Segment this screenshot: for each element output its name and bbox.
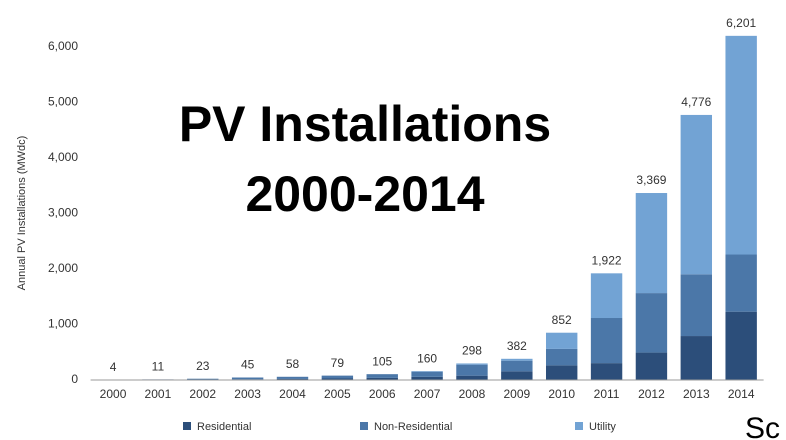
x-tick-label: 2011 [594,387,620,401]
bar-segment [501,360,533,372]
x-tick-label: 2009 [503,387,530,401]
bar-segment [635,352,668,380]
bar-segment [456,364,488,376]
x-tick-label: 2000 [100,387,127,401]
legend-label: Non-Residential [374,421,452,433]
footnote: Sc [745,412,780,440]
total-label: 160 [417,351,437,365]
bar-segment [725,35,757,255]
overlay-title: PV Installations [179,96,551,152]
total-label: 4 [110,360,117,374]
legend-swatch [575,422,583,430]
x-tick-label: 2004 [279,387,306,401]
total-label: 1,922 [592,254,622,268]
total-label: 852 [552,313,572,327]
bar-segment [680,336,713,380]
bar-segment [680,114,713,275]
bar-segment [231,377,264,380]
x-tick-label: 2008 [459,387,486,401]
bar-segment [411,371,443,377]
bar-segment [366,377,398,380]
legend-swatch [360,422,368,430]
legend-swatch [183,422,191,430]
bar-segment [590,318,623,364]
total-label: 4,776 [681,95,711,109]
y-tick-label: 5,000 [48,95,78,109]
bar-segment [545,332,578,349]
overlay-title: 2000-2014 [245,166,484,222]
x-tick-label: 2014 [728,387,755,401]
bar-segment [725,254,757,312]
bar-segment [187,378,219,380]
bar-segment [590,273,623,319]
x-tick-label: 2013 [683,387,710,401]
x-tick-label: 2001 [145,387,172,401]
x-tick-label: 2002 [189,387,216,401]
legend-label: Utility [589,421,616,433]
y-tick-label: 6,000 [48,39,78,53]
bar-segment [321,378,354,380]
y-tick-label: 1,000 [48,317,78,331]
legend-label: Residential [197,421,251,433]
x-tick-label: 2003 [234,387,261,401]
bar-segment [635,293,668,353]
y-tick-label: 4,000 [48,150,78,164]
bar-segment [545,365,578,380]
bar-segment [366,374,398,378]
x-tick-label: 2007 [414,387,441,401]
y-tick-label: 3,000 [48,206,78,220]
x-tick-label: 2005 [324,387,351,401]
total-label: 45 [241,358,255,372]
bar-segment [276,378,309,380]
x-tick-label: 2006 [369,387,396,401]
bar-segment [545,348,578,366]
total-label: 11 [152,360,165,374]
x-tick-label: 2010 [548,387,575,401]
total-label: 6,201 [726,16,756,30]
bar-segment [501,358,533,361]
total-label: 58 [286,357,300,371]
bar-segment [321,375,354,379]
bar-segment [276,376,309,379]
total-label: 79 [331,356,345,370]
total-label: 298 [462,344,482,358]
total-label: 105 [372,354,392,368]
total-label: 382 [507,339,527,353]
bar-segment [456,375,488,380]
bar-segment [411,376,443,380]
bar-segment [635,193,668,294]
bar-segment [501,371,533,380]
y-tick-label: 0 [71,372,78,386]
bar-segment [590,363,623,380]
bar-segment [725,311,757,380]
bar-segment [456,363,488,365]
total-label: 3,369 [636,173,666,187]
y-axis-label: Annual PV Installations (MWdc) [16,136,28,291]
bar-segment [680,274,713,337]
x-tick-label: 2012 [638,387,665,401]
bar-segment [411,371,443,372]
total-label: 23 [196,359,210,373]
y-tick-label: 2,000 [48,261,78,275]
